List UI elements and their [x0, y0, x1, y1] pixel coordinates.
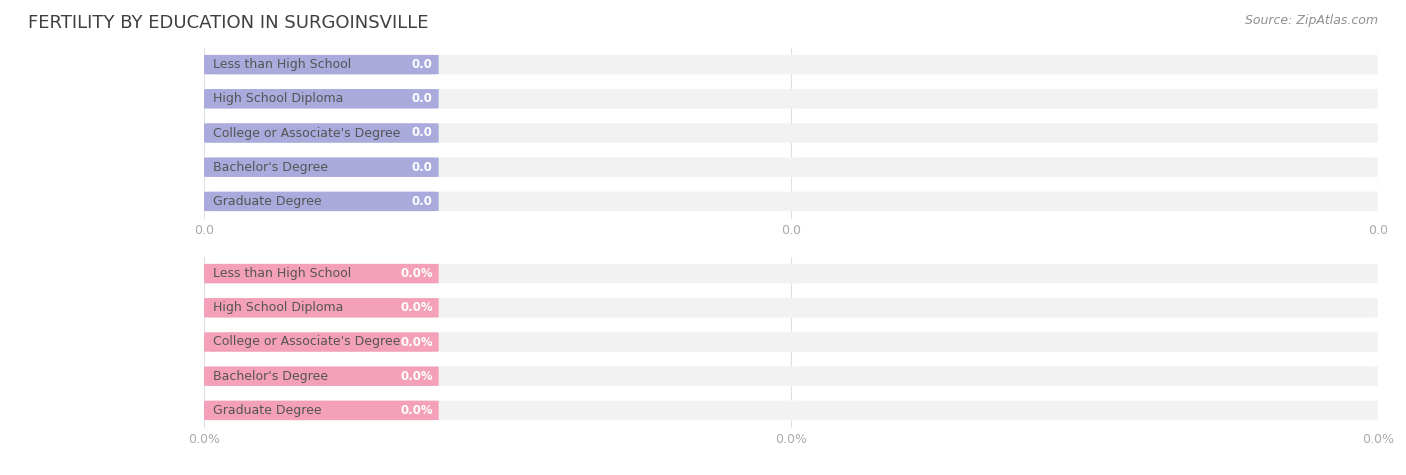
- FancyBboxPatch shape: [204, 298, 439, 318]
- Text: 0.0%: 0.0%: [401, 404, 433, 417]
- Text: 0.0%: 0.0%: [401, 370, 433, 383]
- Text: Less than High School: Less than High School: [214, 58, 352, 71]
- Text: Source: ZipAtlas.com: Source: ZipAtlas.com: [1244, 14, 1378, 27]
- Text: High School Diploma: High School Diploma: [214, 92, 343, 105]
- FancyBboxPatch shape: [204, 123, 439, 143]
- FancyBboxPatch shape: [204, 157, 439, 177]
- FancyBboxPatch shape: [204, 264, 1378, 284]
- Text: FERTILITY BY EDUCATION IN SURGOINSVILLE: FERTILITY BY EDUCATION IN SURGOINSVILLE: [28, 14, 429, 32]
- Text: Less than High School: Less than High School: [214, 267, 352, 280]
- Text: 0.0%: 0.0%: [401, 335, 433, 349]
- Text: Graduate Degree: Graduate Degree: [214, 404, 322, 417]
- Text: 0.0: 0.0: [412, 161, 433, 174]
- FancyBboxPatch shape: [204, 264, 439, 284]
- FancyBboxPatch shape: [204, 400, 439, 420]
- Text: College or Associate's Degree: College or Associate's Degree: [214, 126, 401, 140]
- Text: High School Diploma: High School Diploma: [214, 301, 343, 314]
- Text: 0.0%: 0.0%: [401, 267, 433, 280]
- Text: 0.0: 0.0: [412, 126, 433, 140]
- FancyBboxPatch shape: [204, 55, 1378, 75]
- FancyBboxPatch shape: [204, 89, 439, 109]
- Text: Bachelor's Degree: Bachelor's Degree: [214, 370, 328, 383]
- Text: Bachelor's Degree: Bachelor's Degree: [214, 161, 328, 174]
- FancyBboxPatch shape: [204, 332, 1378, 352]
- Text: Graduate Degree: Graduate Degree: [214, 195, 322, 208]
- FancyBboxPatch shape: [204, 366, 439, 386]
- FancyBboxPatch shape: [204, 123, 1378, 143]
- FancyBboxPatch shape: [204, 332, 439, 352]
- FancyBboxPatch shape: [204, 298, 1378, 318]
- Text: 0.0%: 0.0%: [401, 301, 433, 314]
- FancyBboxPatch shape: [204, 400, 1378, 420]
- Text: 0.0: 0.0: [412, 58, 433, 71]
- FancyBboxPatch shape: [204, 157, 1378, 177]
- FancyBboxPatch shape: [204, 55, 439, 75]
- Text: 0.0: 0.0: [412, 195, 433, 208]
- FancyBboxPatch shape: [204, 191, 439, 211]
- Text: College or Associate's Degree: College or Associate's Degree: [214, 335, 401, 349]
- FancyBboxPatch shape: [204, 89, 1378, 109]
- Text: 0.0: 0.0: [412, 92, 433, 105]
- FancyBboxPatch shape: [204, 191, 1378, 211]
- FancyBboxPatch shape: [204, 366, 1378, 386]
